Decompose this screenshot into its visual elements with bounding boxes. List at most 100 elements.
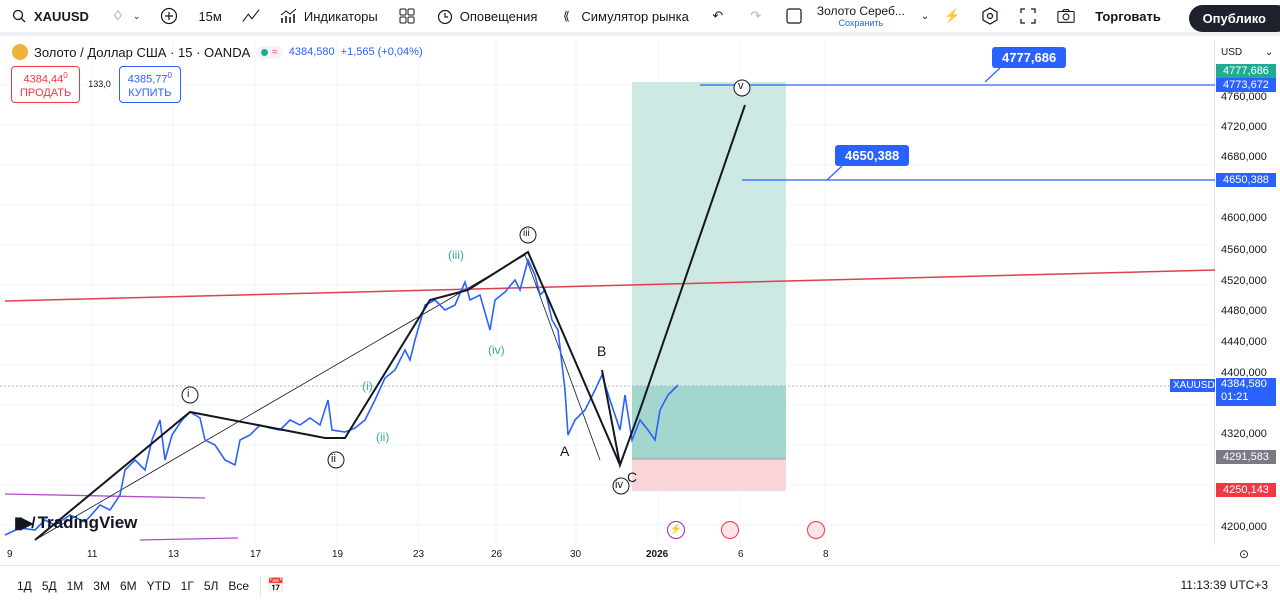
approx-icon: ≈: [272, 46, 278, 58]
indicators-button[interactable]: Индикаторы: [270, 0, 388, 32]
wave-label-iv: iv: [615, 479, 623, 491]
stop-price-tag: 4250,143: [1216, 483, 1276, 497]
currency-label: USD: [1221, 47, 1243, 58]
undo-button[interactable]: ↶: [699, 0, 737, 32]
current-price: 4384,580: [1221, 378, 1267, 390]
gold-symbol-icon: [12, 44, 28, 60]
wave-label-i: i: [187, 388, 190, 400]
symbol-label: XAUUSD: [34, 8, 89, 24]
trade-button[interactable]: Торговать: [1085, 0, 1171, 32]
buy-label: КУПИТЬ: [128, 86, 172, 99]
quick-search-icon: ⚡: [944, 8, 961, 23]
date-range-group: 1Д 5Д 1М 3М 6М YTD 1Г 5Л Все: [12, 579, 254, 593]
interval-label: 15м: [198, 8, 222, 24]
chevron-down-icon: ⌄: [1264, 47, 1274, 58]
clock-timezone[interactable]: 11:13:39 UTC+3: [1180, 578, 1269, 592]
price-callout-mid[interactable]: 4650,388: [835, 145, 910, 166]
time-label: 26: [491, 549, 503, 560]
time-label: 30: [570, 549, 582, 560]
publish-button[interactable]: Опублико: [1188, 5, 1280, 32]
buy-price-sup: 0: [167, 71, 172, 80]
wave-label-iii: iii: [523, 228, 530, 239]
price-label: 4560,000: [1221, 244, 1267, 256]
axis-settings-icon[interactable]: ⊙: [1239, 547, 1250, 561]
alerts-button[interactable]: Оповещения: [426, 0, 548, 32]
price-callout-top[interactable]: 4777,686: [992, 47, 1067, 68]
sell-buy-panel: 4384,440 ПРОДАТЬ 133,0 4385,770 КУПИТЬ: [11, 66, 181, 103]
event-us-flag-icon[interactable]: [721, 521, 739, 539]
settings-hex-icon: [981, 7, 999, 25]
wave-label-sub-i: (i): [362, 379, 373, 393]
legend-title[interactable]: Золото / Доллар США · 15 · OANDA: [34, 44, 251, 60]
event-lightning-icon[interactable]: ⚡: [667, 521, 685, 539]
top-toolbar: XAUUSD ♢ ⌄ 15м Индикаторы Оповещения ⟪ Си…: [0, 0, 1280, 36]
settings-button[interactable]: [971, 0, 1009, 32]
tradingview-logo-icon: ▮▶/: [14, 515, 36, 532]
indicators-icon: [280, 7, 298, 25]
snapshot-button[interactable]: [1047, 0, 1085, 32]
time-axis[interactable]: 9 11 13 17 19 23 26 30 2026 6 8: [0, 545, 1215, 565]
legend-price: 4384,580: [288, 46, 335, 58]
sell-price: 4384,44: [23, 73, 64, 86]
time-label: 23: [413, 549, 425, 560]
market-status-pill[interactable]: ≈: [256, 45, 283, 59]
goto-date-icon[interactable]: 📅: [267, 577, 285, 593]
wave-label-A: A: [560, 443, 570, 459]
time-label: 6: [738, 549, 744, 560]
time-label: 8: [823, 549, 829, 560]
layout-name: Золото Сереб... Сохранить: [817, 5, 905, 28]
price-label: 4320,000: [1221, 428, 1267, 440]
spread-value: 133,0: [88, 79, 111, 90]
compare-button[interactable]: [150, 0, 188, 32]
event-us-flag-icon[interactable]: [807, 521, 825, 539]
range-all[interactable]: Все: [228, 578, 250, 593]
buy-price: 4385,77: [127, 73, 168, 86]
range-1m[interactable]: 1М: [66, 578, 84, 593]
range-1y[interactable]: 1Г: [180, 578, 194, 593]
range-3m[interactable]: 3М: [93, 578, 110, 593]
layouts-button[interactable]: [388, 0, 426, 32]
range-ytd[interactable]: YTD: [146, 578, 171, 593]
chevron-down-icon: ⌄: [132, 10, 141, 21]
range-6m[interactable]: 6М: [119, 578, 137, 593]
chart-type-icon: [242, 7, 260, 25]
interval-button[interactable]: 15м: [188, 0, 231, 32]
time-label: 11: [87, 549, 98, 560]
redo-button[interactable]: ↷: [737, 0, 775, 32]
time-label: 13: [168, 549, 180, 560]
range-5d[interactable]: 5Д: [41, 578, 57, 593]
chart-pane[interactable]: i ii iii iv v (iii) (iv) (i) (ii) A B C …: [0, 40, 1218, 545]
buy-button[interactable]: 4385,770 КУПИТЬ: [118, 66, 181, 103]
price-label: 4400,000: [1221, 367, 1267, 379]
gem-icon: ♢: [112, 8, 124, 23]
tp-price-tag: 4777,686: [1216, 64, 1276, 78]
sell-price-sup: 0: [63, 71, 68, 80]
fullscreen-icon: [1019, 7, 1037, 25]
replay-button[interactable]: ⟪ Симулятор рынка: [547, 0, 698, 32]
wave-label-B: B: [597, 343, 607, 359]
wave-label-sub-ii: (ii): [376, 430, 390, 444]
redo-icon: ↷: [750, 8, 762, 23]
chart-type-button[interactable]: [232, 0, 270, 32]
time-label: 9: [7, 549, 13, 560]
chevron-down-icon: ⌄: [920, 10, 930, 22]
range-5y[interactable]: 5Л: [203, 578, 219, 593]
price-axis[interactable]: USD ⌄ 4760,000 4720,000 4680,000 4600,00…: [1215, 40, 1280, 561]
price-label: 4600,000: [1221, 212, 1267, 224]
range-1d[interactable]: 1Д: [17, 578, 32, 593]
layout-select-button[interactable]: Золото Сереб... Сохранить ⌄: [775, 0, 933, 32]
currency-select[interactable]: USD ⌄: [1221, 47, 1273, 58]
gem-menu-button[interactable]: ♢ ⌄: [99, 0, 151, 32]
sell-button[interactable]: 4384,440 ПРОДАТЬ: [11, 66, 81, 103]
wave-label-sub-iv: (iv): [488, 343, 505, 357]
fullscreen-button[interactable]: [1009, 0, 1047, 32]
symbol-price-tag: XAUUSD: [1170, 379, 1218, 392]
layout-save-link[interactable]: Сохранить: [838, 17, 884, 28]
price-label: 4720,000: [1221, 121, 1267, 133]
quick-search-button[interactable]: ⚡: [933, 0, 971, 32]
search-icon: [10, 7, 28, 25]
trade-label: Торговать: [1095, 8, 1161, 24]
symbol-search-button[interactable]: XAUUSD: [0, 0, 99, 32]
camera-icon: [1057, 7, 1075, 25]
time-label: 19: [332, 549, 344, 560]
